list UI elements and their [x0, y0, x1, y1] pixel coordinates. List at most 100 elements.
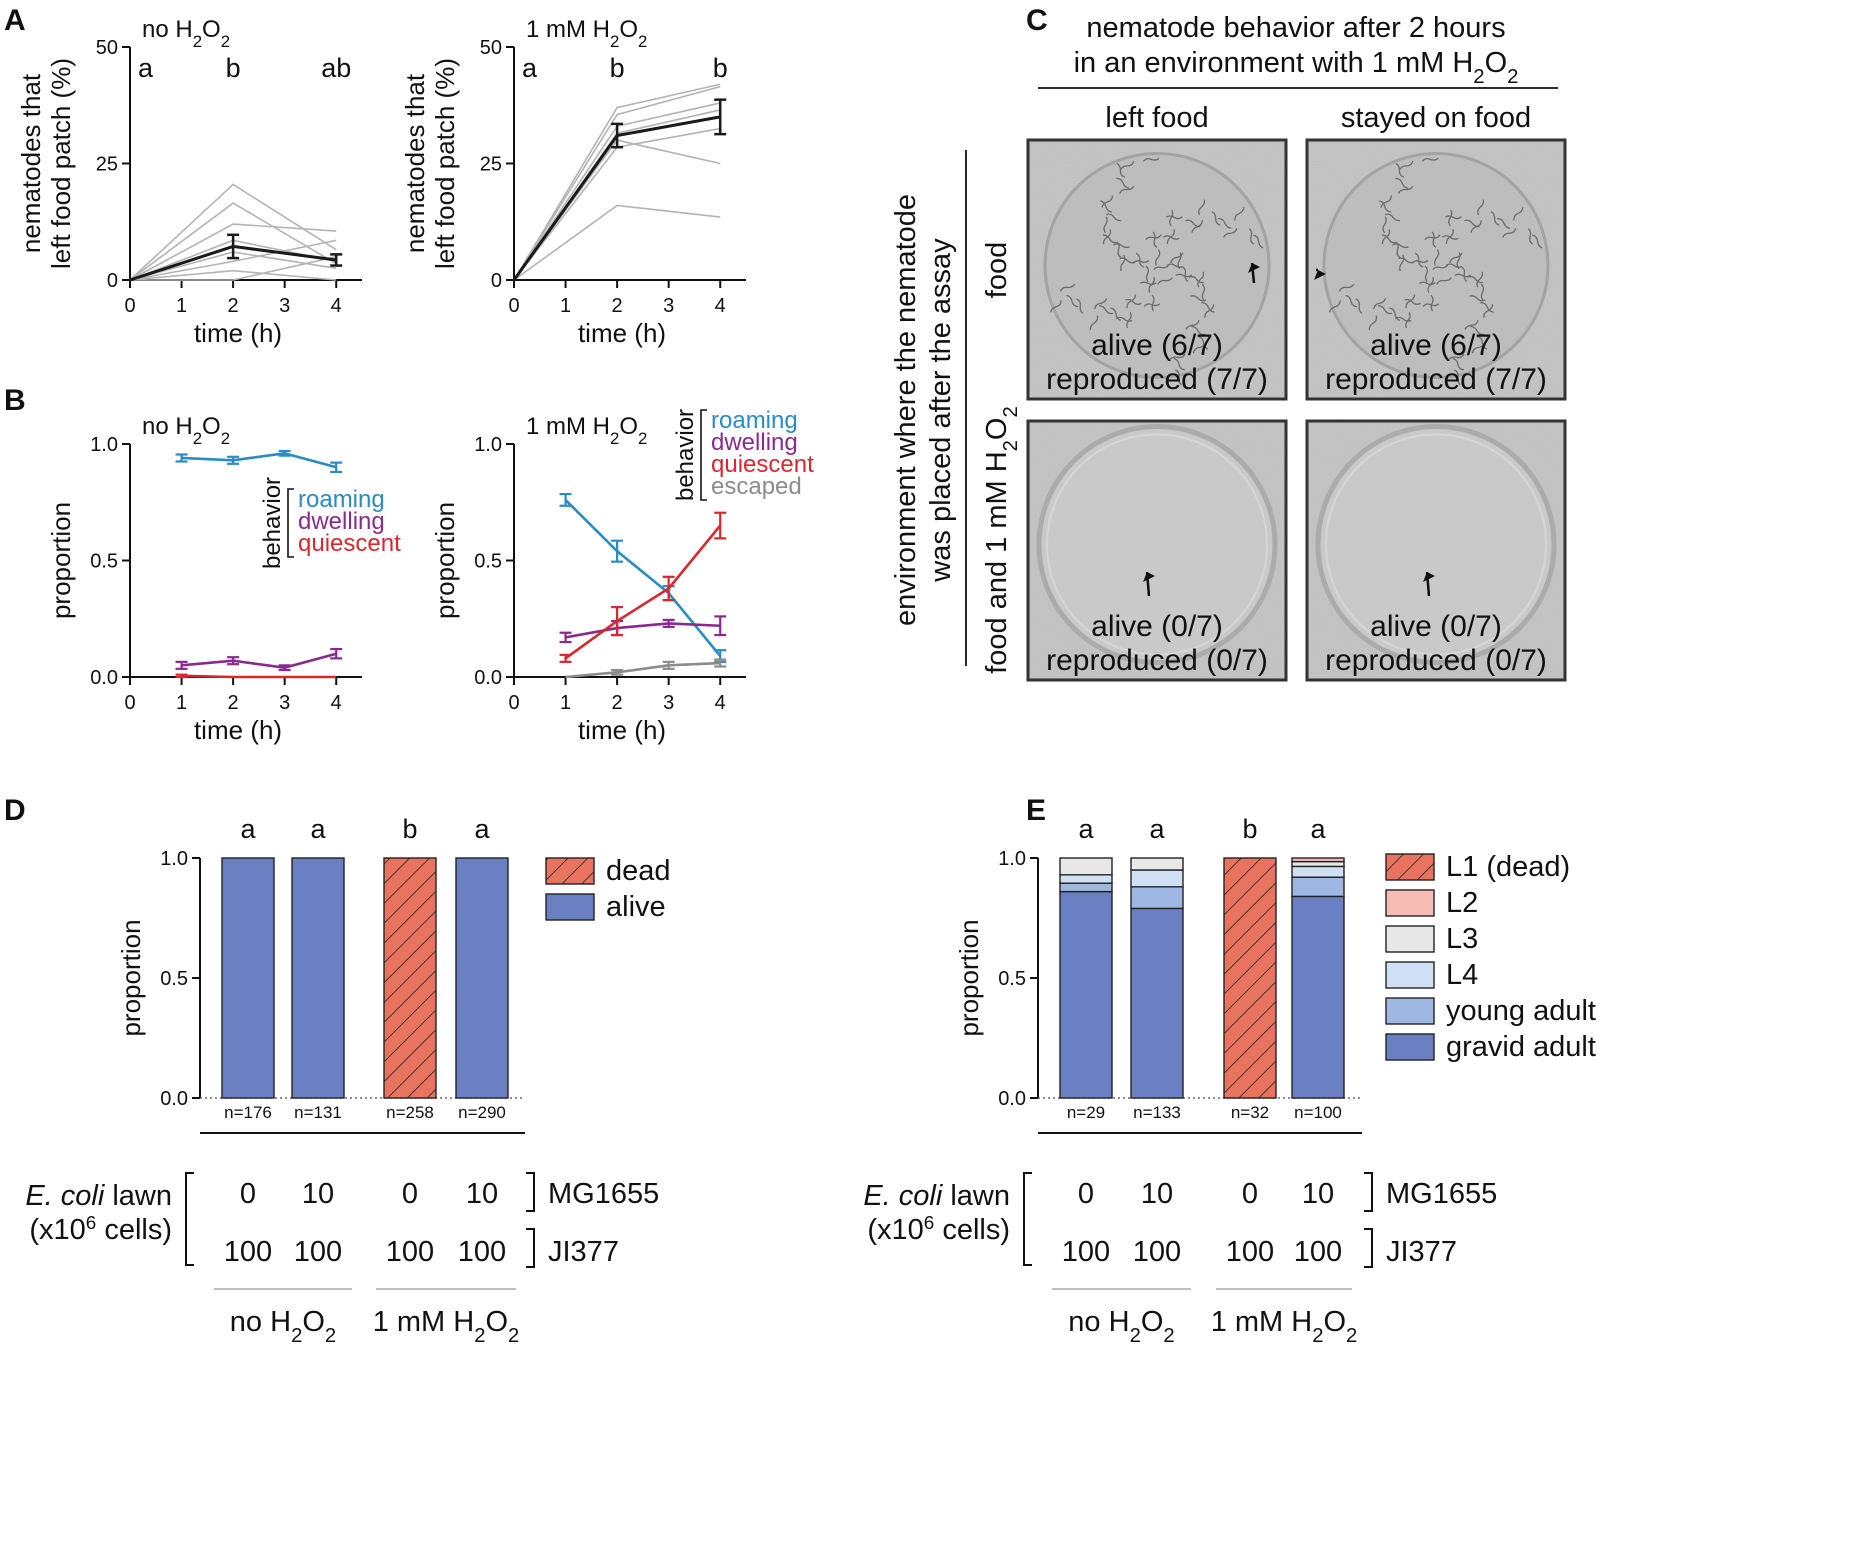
worm-track: [1218, 217, 1232, 229]
legend-label: gravid adult: [1446, 1031, 1596, 1063]
individual-trace: [130, 255, 337, 281]
table-cell-ji377: 100: [224, 1236, 272, 1268]
worm-track: [1143, 303, 1161, 307]
table-cell-ji377: 100: [458, 1236, 506, 1268]
worm-track: [1139, 281, 1157, 286]
y-tick-label: 0.5: [998, 968, 1026, 990]
individual-trace: [513, 83, 721, 281]
photo-caption-alive: alive (6/7): [1370, 329, 1502, 362]
worm-track: [1103, 216, 1108, 234]
worm-track: [1532, 234, 1543, 249]
x-tick-label: 4: [331, 692, 342, 714]
bar-segment-alive: [221, 857, 275, 1099]
legend-swatch: [1385, 997, 1435, 1025]
worm-track: [1328, 300, 1341, 313]
arrow-head: [1248, 263, 1260, 273]
table-row-label: JI377: [1386, 1236, 1457, 1268]
y-axis-label: proportion: [46, 502, 76, 619]
worm-track: [1411, 259, 1429, 264]
y-tick-label: 0.5: [90, 551, 118, 573]
bar-n-label: n=176: [224, 1103, 272, 1122]
worm-track: [1379, 200, 1392, 213]
worm-track: [1368, 315, 1378, 331]
significance-letter: a: [522, 53, 538, 83]
legend-label: L2: [1446, 887, 1478, 919]
worm-track: [1431, 231, 1437, 249]
bar-segment-young-adult: [1059, 882, 1113, 893]
x-tick-label: 4: [715, 295, 726, 317]
photo-frame: [1305, 138, 1567, 401]
table-bracket-left: [185, 1172, 194, 1266]
y-tick-label: 0.5: [160, 968, 188, 990]
table-bracket-right: [526, 1228, 535, 1268]
photo-caption-reproduced: reproduced (0/7): [1325, 644, 1547, 677]
bar-n-label: n=29: [1067, 1103, 1105, 1122]
legend-label: dead: [606, 855, 671, 887]
series-line-escaped: [565, 661, 721, 679]
table-cell-mg1655: 10: [1141, 1178, 1173, 1210]
y-tick-label: 0.0: [998, 1088, 1026, 1110]
worm-track: [1102, 229, 1112, 245]
y-axis-label: proportion: [430, 502, 460, 619]
photo-caption-reproduced: reproduced (7/7): [1046, 363, 1268, 396]
panel-letter-a: A: [4, 4, 26, 37]
worm-track: [1454, 273, 1472, 278]
table-row-label: JI377: [548, 1236, 619, 1268]
significance-letter: a: [138, 53, 154, 83]
y-tick-label: 0: [107, 270, 118, 292]
worm-track: [1392, 243, 1409, 249]
worm-track: [1355, 298, 1363, 315]
bar-segment-L2: [1291, 857, 1345, 863]
individual-trace: [513, 139, 721, 281]
legend-swatch: [545, 893, 595, 921]
worm-track: [1113, 243, 1130, 249]
bar-n-label: n=258: [386, 1103, 434, 1122]
worm-track: [1384, 213, 1401, 222]
chart-title: 1 mM H2O2: [526, 413, 647, 448]
chart-a-1mm-h2o2: 0 1 2 3 4 0 25 50 time (h) nematodes that left foo…: [400, 16, 746, 348]
significance-letter: b: [226, 53, 241, 83]
worm-track: [1132, 259, 1150, 264]
worm-track: [1049, 300, 1062, 313]
worm-track: [1197, 335, 1209, 350]
bar-n-label: n=131: [294, 1103, 342, 1122]
legend-swatch: [1385, 853, 1435, 881]
worm-track: [1098, 305, 1114, 315]
x-tick-label: 0: [124, 295, 135, 317]
lawn-label-line2: (x106 cells): [867, 1212, 1010, 1247]
worm-track: [1197, 271, 1205, 288]
worm-track: [1110, 307, 1121, 322]
worm-track: [1177, 252, 1182, 269]
x-tick-label: 2: [228, 692, 239, 714]
x-tick-label: 2: [612, 692, 623, 714]
table-cell-mg1655: 0: [1078, 1178, 1094, 1210]
worm-track: [1155, 249, 1161, 266]
worm-track: [1448, 209, 1453, 227]
significance-letter: b: [1242, 814, 1257, 844]
plate-ring-inner: [1046, 433, 1268, 656]
column-label-stayed-on-food: stayed on food: [1341, 102, 1531, 134]
panel-c-header-line2: in an environment with 1 mM H2O2: [1074, 47, 1519, 88]
photo-caption-alive: alive (0/7): [1370, 610, 1502, 643]
legend-entry-roaming: roaming: [711, 407, 798, 434]
legend-label: alive: [606, 891, 666, 923]
chart-title: 1 mM H2O2: [526, 16, 647, 51]
bar-n-label: n=32: [1231, 1103, 1269, 1122]
significance-letter: a: [1149, 814, 1165, 844]
photo-caption-alive: alive (6/7): [1091, 329, 1223, 362]
worm-track: [1432, 264, 1449, 270]
worm-track: [1452, 357, 1465, 371]
worm-track: [1373, 298, 1387, 310]
bar-segment-young-adult: [1130, 886, 1184, 910]
worm-track: [1116, 177, 1130, 189]
x-tick-label: 3: [279, 692, 290, 714]
worm-track: [1162, 235, 1180, 240]
y-axis-label: left food patch (%): [430, 58, 460, 269]
photo-caption-alive: alive (0/7): [1091, 610, 1223, 643]
group-label: 1 mM H2O2: [373, 1306, 520, 1347]
chart-d-survival: 0.0 0.5 1.0 proportion n=176 a n=131 a n=258 b n=2…: [25, 814, 670, 1347]
worm-track: [1501, 228, 1517, 238]
significance-letter: b: [610, 53, 625, 83]
significance-letter: b: [402, 814, 417, 844]
worm-track: [1456, 252, 1461, 269]
